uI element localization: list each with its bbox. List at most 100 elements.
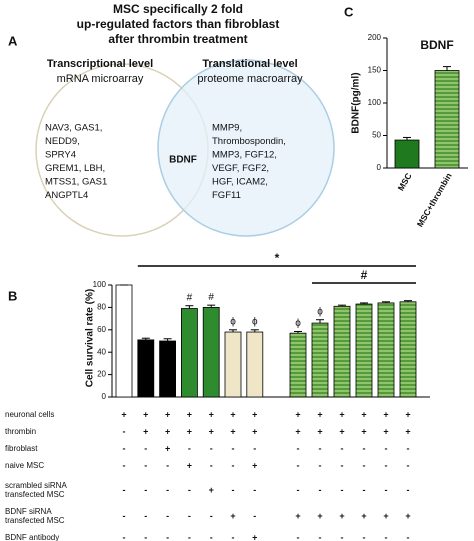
cell: + <box>361 409 366 419</box>
cell: - <box>210 443 213 453</box>
venn-item: ANGPTL4 <box>45 190 88 201</box>
y-tick-label: 150 <box>368 66 382 75</box>
cell: - <box>166 485 169 495</box>
bracket-label: * <box>275 251 280 265</box>
cell: - <box>407 460 410 470</box>
x-tick-label: MSC <box>396 171 414 192</box>
cell: + <box>209 485 214 495</box>
cell: + <box>405 511 410 521</box>
cell: - <box>210 511 213 521</box>
cell: - <box>123 532 126 541</box>
x-tick-label: MSC+thrombin <box>415 171 454 229</box>
y-tick-label: 20 <box>97 370 106 379</box>
cell: - <box>144 443 147 453</box>
cell: - <box>319 443 322 453</box>
cell: - <box>144 460 147 470</box>
cell: + <box>230 409 235 419</box>
row-label: naive MSC <box>5 461 44 470</box>
bar <box>399 301 417 398</box>
cell: - <box>297 532 300 541</box>
cell: - <box>123 485 126 495</box>
venn-subheading: proteome macroarray <box>197 73 303 85</box>
cell: - <box>319 485 322 495</box>
bar <box>355 303 373 398</box>
significance-marker: ϕ <box>252 316 258 327</box>
cell: + <box>252 409 257 419</box>
cell: + <box>361 511 366 521</box>
cell: - <box>407 532 410 541</box>
cell: + <box>165 426 170 436</box>
venn-title: up-regulated factors than fibroblast <box>77 17 280 31</box>
cell: + <box>230 426 235 436</box>
cell: - <box>210 532 213 541</box>
cell: + <box>317 426 322 436</box>
bar <box>377 302 395 398</box>
y-tick-label: 200 <box>368 33 382 42</box>
cell: + <box>317 409 322 419</box>
significance-marker: # <box>187 292 193 303</box>
bar <box>311 322 329 398</box>
cell: - <box>363 460 366 470</box>
row-label: BDNF antibody <box>5 533 59 541</box>
venn-item: NEDD9, <box>45 136 80 147</box>
y-tick-label: 80 <box>97 303 106 312</box>
y-tick-label: 100 <box>93 280 107 289</box>
cell: - <box>144 485 147 495</box>
cell: - <box>363 443 366 453</box>
row-label: fibroblast <box>5 444 38 453</box>
cell: - <box>341 532 344 541</box>
cell: + <box>383 511 388 521</box>
significance-marker: # <box>208 292 214 303</box>
cell: - <box>232 460 235 470</box>
cell: + <box>143 409 148 419</box>
y-tick-label: 100 <box>368 98 382 107</box>
cell: - <box>385 460 388 470</box>
significance-marker: ϕ <box>295 318 301 329</box>
venn-item: GREM1, LBH, <box>45 163 105 174</box>
cell: + <box>405 409 410 419</box>
venn-item: NAV3, GAS1, <box>45 123 102 134</box>
cell: - <box>144 511 147 521</box>
venn-right <box>157 59 335 237</box>
y-tick-label: 0 <box>377 163 382 172</box>
cell: - <box>385 485 388 495</box>
cell: + <box>383 409 388 419</box>
cell: - <box>385 532 388 541</box>
cell: - <box>123 460 126 470</box>
bracket-label: # <box>361 268 368 282</box>
cell: - <box>210 460 213 470</box>
y-tick-label: 60 <box>97 325 106 334</box>
cell: + <box>383 426 388 436</box>
venn-item: MMP3, FGF12, <box>212 150 277 161</box>
venn-title: after thrombin treatment <box>108 32 247 46</box>
cell: + <box>339 409 344 419</box>
chart-title: BDNF <box>420 38 453 52</box>
cell: - <box>166 532 169 541</box>
cell: - <box>144 532 147 541</box>
cell: - <box>341 443 344 453</box>
venn-heading: Translational level <box>202 58 297 70</box>
cell: - <box>123 443 126 453</box>
y-axis-label: Cell survival rate (%) <box>85 289 96 387</box>
cell: - <box>297 443 300 453</box>
venn-center: BDNF <box>169 155 197 166</box>
y-tick-label: 40 <box>97 347 106 356</box>
cell: + <box>405 426 410 436</box>
cell: - <box>297 485 300 495</box>
bar <box>246 331 264 398</box>
panel-label: C <box>344 4 354 19</box>
cell: + <box>295 511 300 521</box>
cell: + <box>252 426 257 436</box>
cell: - <box>319 460 322 470</box>
cell: + <box>252 532 257 541</box>
cell: - <box>341 460 344 470</box>
bar <box>159 340 177 398</box>
cell: - <box>188 532 191 541</box>
cell: - <box>253 485 256 495</box>
cell: - <box>123 511 126 521</box>
venn-title: MSC specifically 2 fold <box>113 2 243 16</box>
cell: - <box>188 511 191 521</box>
cell: + <box>209 426 214 436</box>
cell: + <box>317 511 322 521</box>
venn-item: VEGF, FGF2, <box>212 163 269 174</box>
